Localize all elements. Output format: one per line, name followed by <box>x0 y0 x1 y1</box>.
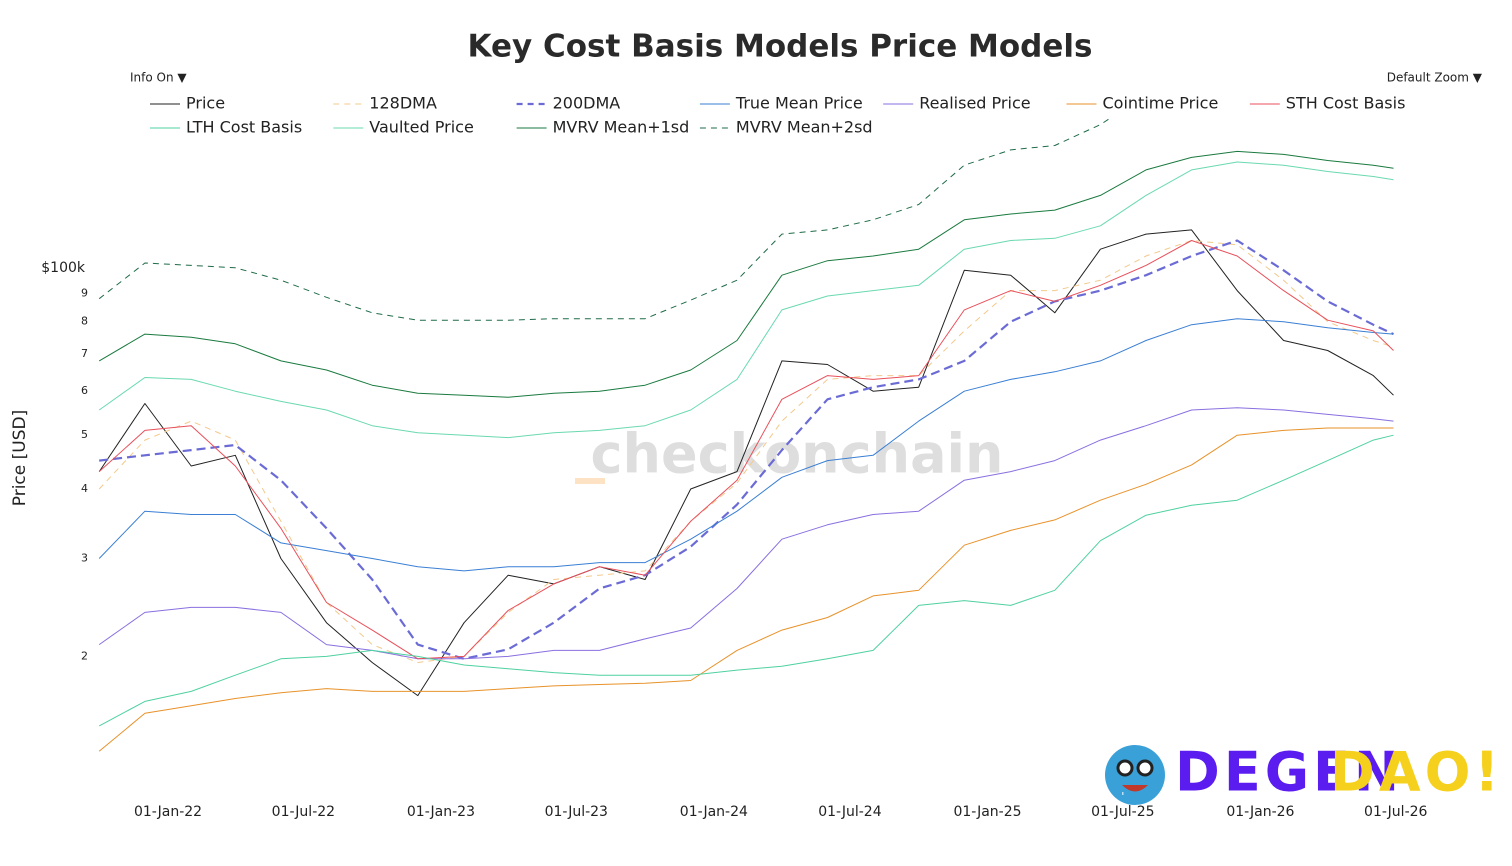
x-tick-label: 01-Jan-24 <box>680 804 748 820</box>
series-line <box>98 434 1394 727</box>
y-tick-label: 2 <box>81 649 88 662</box>
legend-label: MVRV Mean+2sd <box>736 118 873 137</box>
y-tick-label: 5 <box>81 428 88 441</box>
brand-part2: DAO! <box>1330 741 1503 804</box>
series-line <box>98 229 1394 697</box>
chart-title: Key Cost Basis Models Price Models <box>468 29 1093 65</box>
legend-label: MVRV Mean+1sd <box>553 118 690 137</box>
y-tick-label: $100k <box>41 260 86 276</box>
x-tick-label: 01-Jul-23 <box>545 804 608 820</box>
x-tick-label: 01-Jul-26 <box>1364 804 1427 820</box>
series-line <box>98 118 1112 321</box>
y-tick-label: 4 <box>81 482 88 495</box>
y-tick-label: 7 <box>81 347 88 360</box>
x-tick-label: 01-Jan-25 <box>953 804 1021 820</box>
y-axis-title: Price [USD] <box>10 410 30 506</box>
series-line <box>98 150 1394 398</box>
x-tick-label: 01-Jul-25 <box>1091 804 1154 820</box>
logo-icon <box>1105 745 1165 805</box>
logo-mouth <box>1122 785 1148 792</box>
legend-label: 200DMA <box>553 94 621 113</box>
series-line <box>98 161 1394 439</box>
legend-label: 128DMA <box>369 94 437 113</box>
x-tick-label: 01-Jan-26 <box>1226 804 1294 820</box>
y-tick-label: 8 <box>81 315 88 328</box>
legend-label: True Mean Price <box>735 94 863 113</box>
zoom-button[interactable]: Default Zoom ▼ <box>1387 71 1483 85</box>
y-tick-label: 3 <box>81 552 88 565</box>
legend-label: Realised Price <box>919 94 1030 113</box>
brand-part1: DEGEN <box>1175 741 1403 804</box>
series-line <box>98 427 1394 752</box>
legend-label: Vaulted Price <box>369 118 473 137</box>
x-tick-label: 01-Jan-23 <box>407 804 475 820</box>
logo-eye <box>1136 759 1154 777</box>
series-line <box>98 318 1394 572</box>
watermark-mark <box>575 478 605 484</box>
plot-area <box>98 118 1394 752</box>
y-tick-label: 9 <box>81 286 88 299</box>
legend-label: Price <box>186 94 225 113</box>
logo-eye <box>1116 759 1134 777</box>
series-line <box>98 240 1394 663</box>
series-line <box>98 240 1394 660</box>
y-tick-label: 6 <box>81 384 88 397</box>
legend-label: LTH Cost Basis <box>186 118 302 137</box>
x-tick-label: 01-Jul-22 <box>272 804 335 820</box>
x-tick-label: 01-Jul-24 <box>818 804 881 820</box>
info-button[interactable]: Info On ▼ <box>130 71 187 85</box>
legend-label: STH Cost Basis <box>1286 94 1406 113</box>
x-tick-label: 01-Jan-22 <box>134 804 202 820</box>
legend-label: Cointime Price <box>1103 94 1219 113</box>
series-line <box>99 239 1394 660</box>
series-line <box>98 407 1394 660</box>
